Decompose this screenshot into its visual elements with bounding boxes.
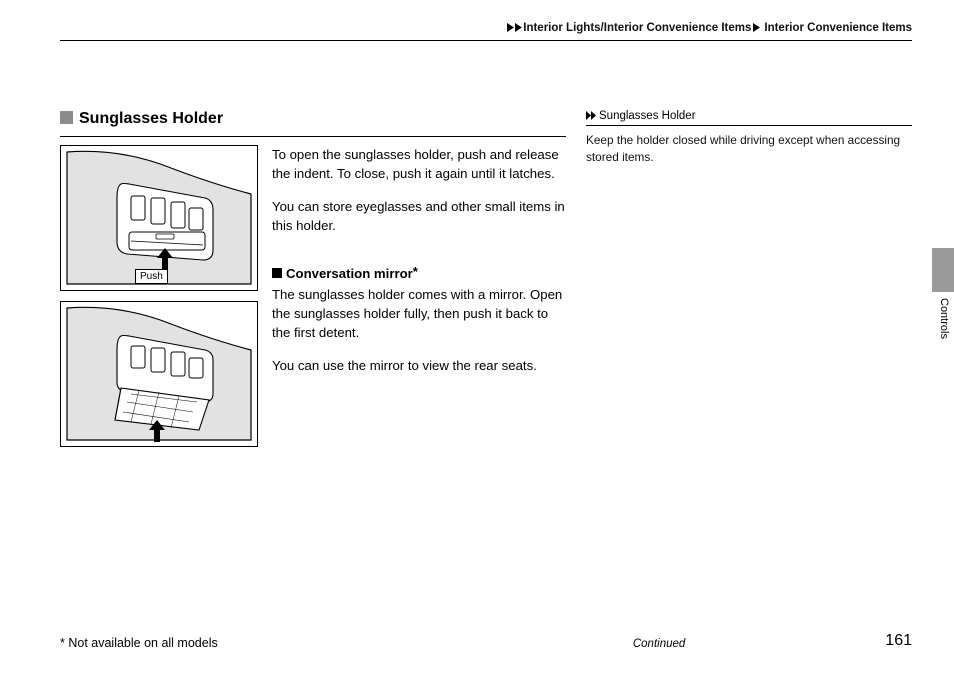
heading-rule: [60, 136, 566, 137]
sub-heading: Conversation mirror: [286, 266, 413, 281]
breadcrumb: Interior Lights/Interior Convenience Ite…: [60, 22, 912, 34]
sidebar-body: Keep the holder closed while driving exc…: [586, 132, 912, 165]
side-tab-label: Controls: [938, 298, 950, 339]
body-text: To open the sunglasses holder, push and …: [272, 145, 566, 447]
side-tab: [932, 248, 954, 292]
page-number: 161: [885, 632, 912, 650]
header-rule: [60, 40, 912, 41]
sub-asterisk: *: [413, 264, 418, 279]
footnote: * Not available on all models: [60, 636, 218, 650]
heading-text: Sunglasses Holder: [79, 110, 223, 128]
continued-label: Continued: [633, 638, 685, 650]
para-2: You can store eyeglasses and other small…: [272, 197, 566, 235]
sidebar-heading-text: Sunglasses Holder: [599, 110, 696, 122]
push-label: Push: [135, 269, 168, 284]
para-4: You can use the mirror to view the rear …: [272, 356, 566, 375]
illustration-column: Push: [60, 145, 258, 447]
sidebar-rule: [586, 125, 912, 126]
para-3: The sunglasses holder comes with a mirro…: [272, 285, 566, 342]
heading-square-icon: [60, 111, 73, 124]
sidebar-heading: Sunglasses Holder: [586, 110, 912, 122]
section-heading: Sunglasses Holder: [60, 110, 566, 128]
illustration-holder-closed: Push: [60, 145, 258, 291]
breadcrumb-seg2: Interior Convenience Items: [764, 22, 912, 34]
breadcrumb-seg1: Interior Lights/Interior Convenience Ite…: [523, 22, 751, 34]
sub-square-icon: [272, 268, 282, 278]
illustration-holder-open: [60, 301, 258, 447]
para-1: To open the sunglasses holder, push and …: [272, 145, 566, 183]
